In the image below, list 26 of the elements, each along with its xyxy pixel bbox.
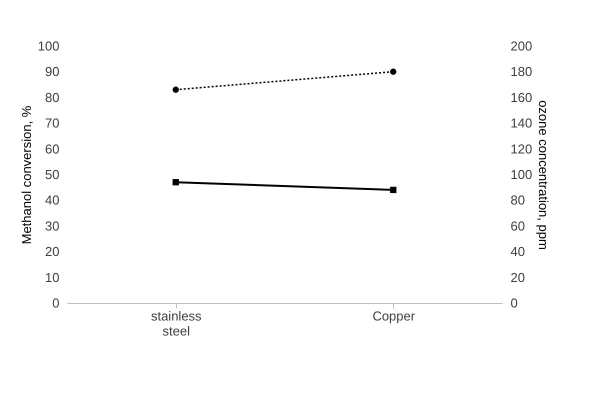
x-tick-label: stainless steel	[150, 308, 202, 338]
y-tick-label: 50	[45, 167, 60, 182]
y-tick-label: 80	[45, 90, 60, 105]
y2-tick-label: 140	[510, 116, 532, 131]
y2-tick-label: 160	[510, 90, 532, 105]
y-tick-label: 90	[45, 64, 60, 80]
y2-tick-label: 20	[510, 270, 525, 285]
y2-tick-label: 180	[510, 64, 532, 80]
y2-axis-title: ozone concentration, ppm	[536, 100, 552, 250]
y2-tick-label: 80	[510, 192, 525, 208]
y-axis-title: Methanol conversion, %	[18, 105, 34, 244]
y-tick-label: 20	[45, 244, 60, 260]
y2-tick-label: 0	[510, 296, 518, 310]
y2-tick-label: 120	[510, 141, 532, 156]
y-tick-label: 100	[38, 38, 60, 54]
y-tick-label: 70	[45, 116, 60, 131]
y-tick-label: 10	[45, 270, 60, 285]
y2-tick-label: 40	[510, 244, 525, 260]
y-tick-label: 30	[45, 218, 60, 234]
y2-tick-label: 200	[510, 38, 532, 54]
y2-tick-label: 100	[510, 167, 532, 182]
x-tick-label: Copper	[372, 308, 416, 324]
y-tick-label: 40	[45, 192, 60, 208]
y-tick-label: 0	[52, 296, 60, 310]
y2-tick-label: 60	[510, 218, 525, 234]
y-tick-label: 60	[45, 141, 60, 156]
